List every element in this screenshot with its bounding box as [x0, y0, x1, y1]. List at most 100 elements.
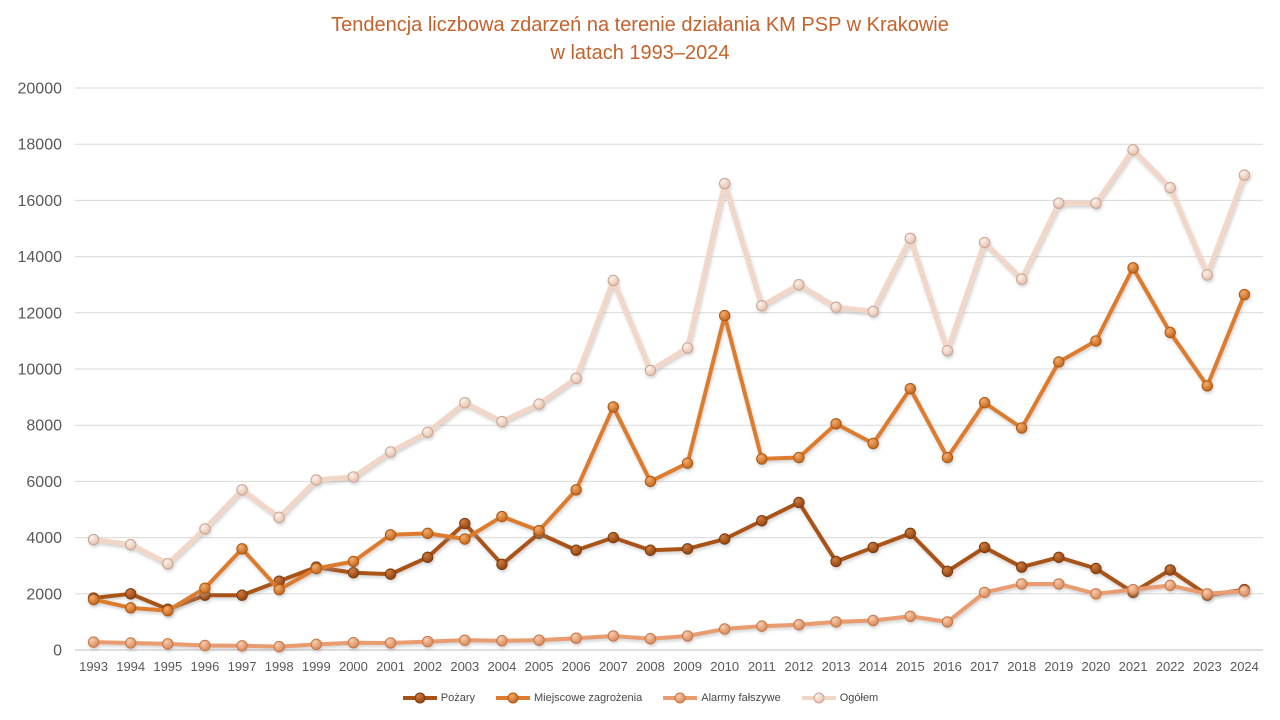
- data-point-marker: [570, 632, 582, 644]
- data-point-marker: [124, 588, 137, 600]
- y-axis-tick-label: 18000: [18, 137, 63, 154]
- x-axis-tick-label: 2000: [339, 659, 368, 674]
- x-axis-tick-label: 2016: [933, 659, 962, 674]
- data-point-marker: [384, 568, 397, 580]
- data-point-marker: [1238, 585, 1251, 597]
- data-point-marker: [570, 544, 582, 556]
- data-point-marker: [1090, 562, 1102, 575]
- legend-marker: [813, 692, 825, 704]
- gridlines: [75, 87, 1263, 651]
- legend-swatch-miejscowe-zagrozenia: [496, 692, 531, 704]
- x-axis-tick-label: 2015: [896, 659, 925, 674]
- data-point-marker: [496, 635, 508, 647]
- x-axis-tick-label: 1995: [153, 659, 182, 674]
- data-point-marker: [867, 305, 879, 318]
- data-point-marker: [830, 301, 842, 313]
- data-point-marker: [459, 397, 471, 409]
- x-axis-tick-label: 2012: [784, 659, 813, 674]
- data-point-marker: [1164, 564, 1176, 576]
- y-axis-tick-label: 4000: [26, 530, 62, 547]
- x-axis-tick-label: 2002: [413, 659, 442, 674]
- data-point-marker: [1053, 197, 1065, 209]
- x-axis-tick-label: 2005: [525, 659, 554, 674]
- data-point-marker: [1015, 561, 1028, 573]
- data-point-marker: [384, 529, 397, 541]
- data-point-marker: [756, 453, 768, 465]
- data-point-marker: [793, 279, 805, 291]
- y-axis-tick-label: 0: [53, 643, 62, 660]
- data-point-marker: [273, 583, 285, 596]
- data-point-marker: [904, 382, 917, 395]
- data-point-marker: [718, 533, 731, 545]
- data-point-marker: [904, 610, 917, 622]
- data-point-marker: [978, 541, 991, 554]
- data-point-marker: [459, 634, 471, 646]
- data-point-marker: [199, 582, 211, 594]
- data-point-marker: [87, 636, 100, 648]
- x-axis-tick-label: 2021: [1119, 659, 1148, 674]
- legend-item-pozary: Pożary: [402, 692, 475, 704]
- data-point-marker: [941, 451, 954, 464]
- data-point-marker: [1053, 578, 1065, 590]
- y-axis-tick-label: 10000: [18, 362, 63, 379]
- data-point-marker: [1015, 422, 1028, 434]
- data-point-marker: [124, 602, 137, 614]
- legend-item-miejscowe-zagrozenia: Miejscowe zagrożenia: [495, 692, 642, 704]
- data-point-marker: [793, 619, 805, 631]
- x-axis-tick-label: 2010: [710, 659, 739, 674]
- series-ogolem: [87, 144, 1251, 570]
- data-point-marker: [1201, 269, 1214, 281]
- data-point-marker: [681, 630, 694, 642]
- data-point-marker: [1201, 380, 1214, 392]
- data-point-marker: [904, 232, 917, 245]
- data-point-marker: [1090, 197, 1102, 209]
- chart-title-line2: w latach 1993–2024: [550, 42, 730, 64]
- data-point-marker: [1053, 356, 1065, 368]
- series-line: [91, 147, 1247, 567]
- data-point-marker: [793, 496, 805, 509]
- data-point-marker: [644, 364, 657, 377]
- data-point-marker: [236, 640, 248, 652]
- data-point-marker: [756, 300, 768, 312]
- data-point-marker: [496, 415, 508, 428]
- data-point-marker: [273, 640, 285, 653]
- x-axis-tick-label: 2003: [450, 659, 479, 674]
- data-point-marker: [1238, 288, 1251, 301]
- data-point-marker: [867, 437, 879, 450]
- legend-label: Miejscowe zagrożenia: [534, 692, 643, 704]
- y-axis-tick-label: 8000: [26, 418, 62, 435]
- data-point-marker: [162, 638, 174, 650]
- data-point-marker: [87, 533, 100, 546]
- data-point-marker: [904, 527, 917, 540]
- data-point-marker: [236, 484, 248, 496]
- legend-label: Ogółem: [839, 692, 879, 704]
- x-axis-tick-label: 2007: [599, 659, 628, 674]
- x-axis-tick-label: 2019: [1044, 659, 1073, 674]
- data-point-marker: [496, 510, 508, 523]
- data-point-marker: [273, 511, 285, 524]
- data-point-marker: [607, 401, 620, 413]
- legend-label: Alarmy fałszywe: [701, 692, 781, 704]
- x-axis-tick-label: 2024: [1230, 659, 1259, 674]
- data-point-marker: [87, 593, 100, 606]
- data-point-marker: [533, 524, 545, 537]
- data-point-marker: [1201, 588, 1214, 600]
- data-point-marker: [607, 531, 620, 544]
- data-point-marker: [1164, 579, 1176, 592]
- legend-swatch-pozary: [402, 692, 437, 704]
- legend-item-ogolem: Ogółem: [801, 692, 879, 704]
- data-point-marker: [124, 538, 137, 551]
- data-point-marker: [421, 635, 434, 648]
- data-point-marker: [681, 342, 694, 354]
- legend-label: Pożary: [440, 692, 476, 704]
- legend-marker: [507, 692, 519, 704]
- data-point-marker: [1015, 273, 1028, 285]
- x-axis-tick-label: 2008: [636, 659, 665, 674]
- data-point-marker: [236, 543, 248, 555]
- data-point-marker: [459, 517, 471, 530]
- data-point-marker: [756, 620, 768, 632]
- x-axis-tick-label: 2018: [1007, 659, 1036, 674]
- data-point-marker: [236, 589, 248, 601]
- data-point-marker: [1127, 262, 1139, 274]
- series-line: [91, 265, 1247, 613]
